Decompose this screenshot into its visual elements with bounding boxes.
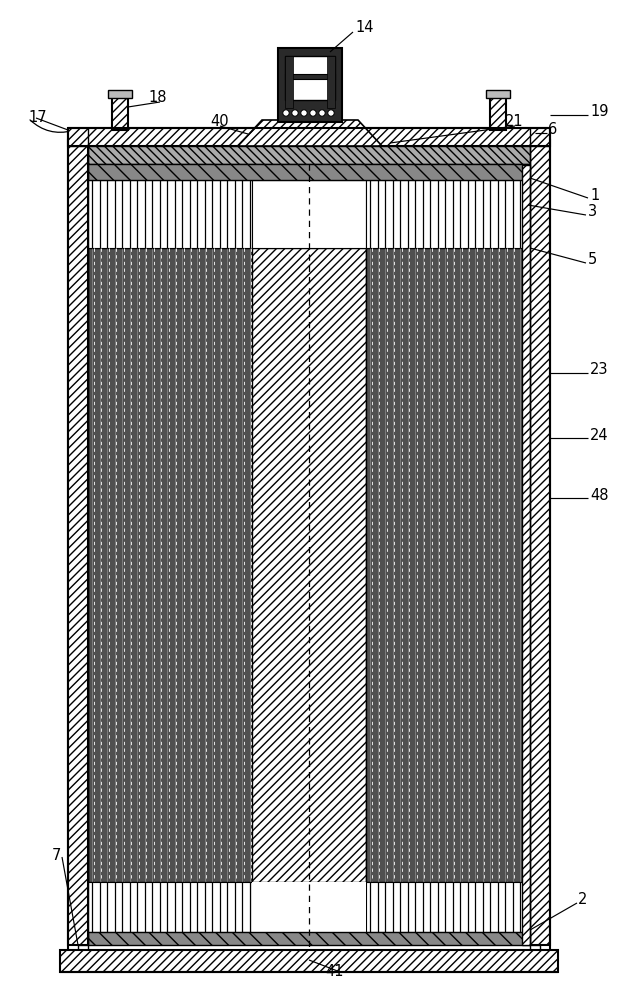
Bar <box>366 180 530 248</box>
Text: 40: 40 <box>210 114 228 129</box>
Bar <box>327 56 335 108</box>
Text: 3: 3 <box>588 205 597 220</box>
Text: 2: 2 <box>578 892 588 908</box>
Bar <box>285 56 293 108</box>
Text: 6: 6 <box>548 122 557 137</box>
Text: 14: 14 <box>355 20 374 35</box>
Bar <box>490 95 506 130</box>
Text: 21: 21 <box>505 114 524 129</box>
Circle shape <box>283 110 289 116</box>
Circle shape <box>301 110 307 116</box>
Circle shape <box>319 110 325 116</box>
Circle shape <box>292 110 298 116</box>
Text: 19: 19 <box>590 104 609 119</box>
Bar <box>366 882 530 932</box>
Bar <box>252 180 366 248</box>
Text: 24: 24 <box>590 428 609 442</box>
Text: 18: 18 <box>148 91 166 105</box>
Bar <box>530 140 550 945</box>
Bar <box>88 248 252 882</box>
Bar <box>88 882 252 932</box>
Circle shape <box>328 110 334 116</box>
Bar <box>68 128 550 146</box>
Bar <box>522 165 530 945</box>
Bar <box>108 90 132 98</box>
Bar <box>78 945 540 955</box>
Bar <box>88 932 530 948</box>
Bar <box>278 48 342 122</box>
Text: 5: 5 <box>588 252 597 267</box>
Text: 48: 48 <box>590 488 609 502</box>
Text: 1: 1 <box>590 188 599 202</box>
Bar <box>88 146 530 164</box>
Text: 7: 7 <box>52 848 61 862</box>
Bar <box>486 90 510 98</box>
Bar <box>88 180 252 248</box>
Bar <box>285 74 335 79</box>
Text: 17: 17 <box>28 110 47 125</box>
Text: 41: 41 <box>325 964 344 980</box>
Bar <box>60 950 558 972</box>
Bar <box>112 95 128 130</box>
Bar <box>252 248 366 882</box>
Bar <box>366 248 530 882</box>
Text: 23: 23 <box>590 362 609 377</box>
Circle shape <box>310 110 316 116</box>
Polygon shape <box>238 120 382 146</box>
Bar <box>88 164 530 180</box>
Bar <box>285 56 335 100</box>
Bar <box>252 882 366 932</box>
Bar <box>68 140 88 945</box>
